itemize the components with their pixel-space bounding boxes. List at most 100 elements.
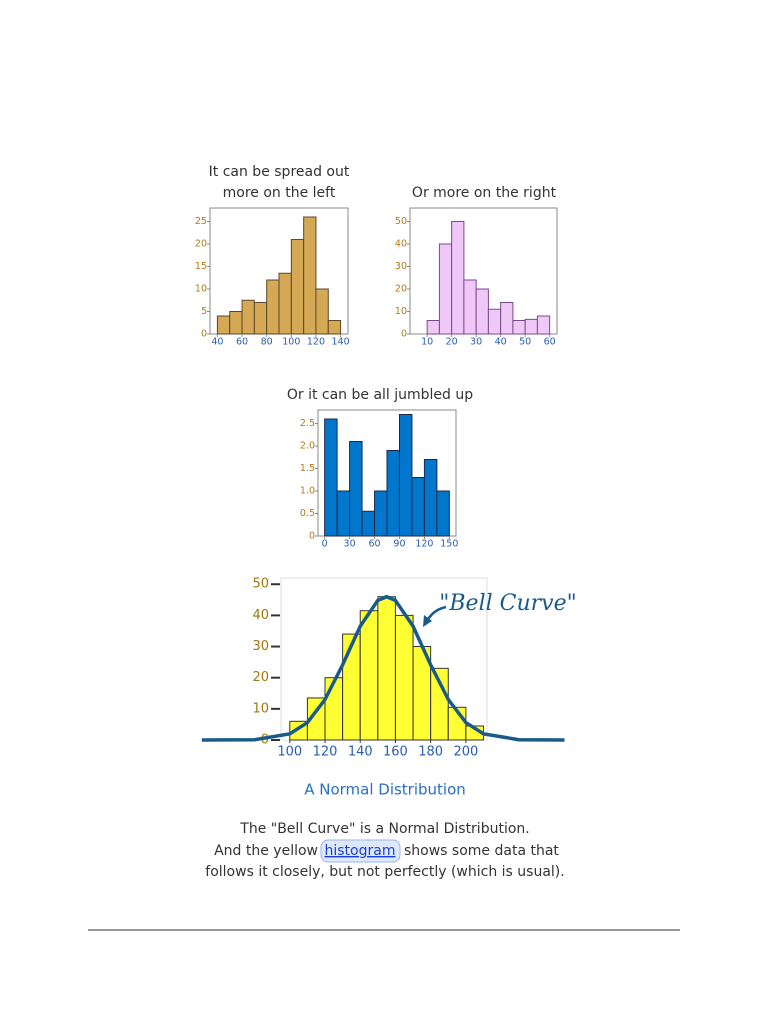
histogram-bar — [253, 302, 268, 335]
paragraph-line: And the yellow — [214, 843, 318, 859]
y-tick-label: 10 — [195, 284, 207, 295]
histogram-bar — [349, 441, 363, 537]
y-tick-label: 50 — [395, 216, 407, 227]
link-highlight — [320, 839, 401, 863]
histogram-bar — [342, 633, 361, 741]
histogram-bar — [500, 302, 514, 335]
link[interactable]: histogram — [325, 843, 396, 859]
x-tick-label: 90 — [393, 539, 405, 550]
x-tick-label: 40 — [495, 337, 507, 348]
chart-title: more on the left — [223, 185, 336, 201]
histogram-bar — [487, 308, 502, 335]
histogram-bar — [303, 216, 317, 335]
x-tick-label: 200 — [453, 745, 478, 760]
y-tick-label: 50 — [252, 577, 269, 592]
annotation-arrowhead — [423, 615, 432, 627]
y-tick-label: 10 — [252, 701, 269, 716]
histogram-bar — [475, 288, 489, 335]
y-tick-label: 40 — [252, 608, 269, 623]
x-tick-label: 10 — [421, 337, 433, 348]
histogram-bar — [438, 243, 453, 335]
histogram-bar — [463, 279, 477, 335]
annotation: "Bell Curve" — [439, 591, 576, 616]
paragraph-line: The "Bell Curve" is a Normal Distributio… — [239, 821, 529, 837]
histogram-bar — [398, 414, 413, 537]
histogram-bar — [336, 490, 351, 537]
x-tick-label: 140 — [348, 745, 373, 760]
histogram-bar — [512, 320, 526, 335]
x-tick-label: 20 — [446, 337, 458, 348]
histogram-bar — [451, 221, 465, 335]
y-tick-label: 30 — [252, 639, 269, 654]
paragraph-line: follows it closely, but not perfectly (w… — [205, 864, 564, 880]
histogram-bar — [436, 490, 450, 537]
y-tick-label: 0 — [201, 329, 207, 340]
x-tick-label: 60 — [236, 337, 248, 348]
histogram-bar — [411, 477, 425, 537]
x-tick-label: 120 — [415, 539, 433, 550]
y-tick-label: 1.5 — [300, 463, 315, 474]
histogram-bar — [324, 677, 344, 741]
x-tick-label: 40 — [211, 337, 223, 348]
histogram-bar — [374, 490, 388, 537]
histogram-bar — [216, 315, 231, 335]
x-tick-label: 160 — [383, 745, 408, 760]
histogram-bar — [524, 318, 538, 335]
y-tick-label: 0 — [261, 733, 269, 748]
histogram-bar — [386, 450, 400, 537]
chart-title: Or more on the right — [412, 185, 557, 201]
x-tick-label: 50 — [519, 337, 531, 348]
x-tick-label: 60 — [368, 539, 380, 550]
y-tick-label: 25 — [195, 216, 207, 227]
histogram-bar — [359, 610, 379, 741]
y-tick-label: 2.0 — [300, 441, 315, 452]
histogram-bar — [229, 311, 243, 335]
histogram-bar — [430, 667, 449, 741]
x-tick-label: 120 — [313, 745, 338, 760]
y-tick-label: 40 — [395, 239, 407, 250]
chart-caption: A Normal Distribution — [304, 781, 466, 799]
x-tick-label: 80 — [261, 337, 273, 348]
y-tick-label: 30 — [395, 261, 407, 272]
bell-curve — [201, 594, 565, 742]
histogram-bar — [290, 239, 305, 335]
x-tick-label: 120 — [307, 337, 325, 348]
x-tick-label: 100 — [277, 745, 302, 760]
chart-title: Or it can be all jumbled up — [287, 387, 473, 403]
histogram-bar — [377, 596, 396, 741]
histogram-bar — [426, 320, 440, 335]
x-tick-label: 30 — [470, 337, 482, 348]
x-tick-label: 140 — [332, 337, 350, 348]
y-tick-label: 15 — [195, 261, 207, 272]
y-tick-label: 0 — [309, 531, 315, 542]
x-tick-label: 100 — [282, 337, 300, 348]
y-tick-label: 20 — [395, 284, 407, 295]
x-tick-label: 60 — [544, 337, 556, 348]
y-tick-label: 20 — [252, 670, 269, 685]
histogram-bar — [361, 510, 376, 537]
x-tick-label: 0 — [322, 539, 328, 550]
histogram-bar — [278, 272, 292, 335]
histogram-bar — [423, 459, 438, 537]
paragraph-line: shows some data that — [404, 843, 559, 859]
y-tick-label: 10 — [395, 306, 407, 317]
y-tick-label: 20 — [195, 239, 207, 250]
histogram-bar — [327, 320, 342, 335]
y-tick-label: 2.5 — [300, 418, 315, 429]
histogram-bar — [536, 315, 551, 335]
histogram-bar — [266, 279, 280, 335]
histogram-bar — [241, 299, 255, 335]
histogram-bar — [394, 614, 414, 741]
y-tick-label: 0 — [401, 329, 407, 340]
x-tick-label: 150 — [440, 539, 458, 550]
histogram-bar — [324, 418, 338, 537]
y-tick-label: 5 — [201, 306, 207, 317]
histogram-bar — [315, 288, 329, 335]
y-tick-label: 0.5 — [300, 508, 315, 519]
x-tick-label: 30 — [344, 539, 356, 550]
y-tick-label: 1.0 — [300, 486, 315, 497]
x-tick-label: 180 — [418, 745, 443, 760]
chart-title: It can be spread out — [209, 164, 350, 180]
